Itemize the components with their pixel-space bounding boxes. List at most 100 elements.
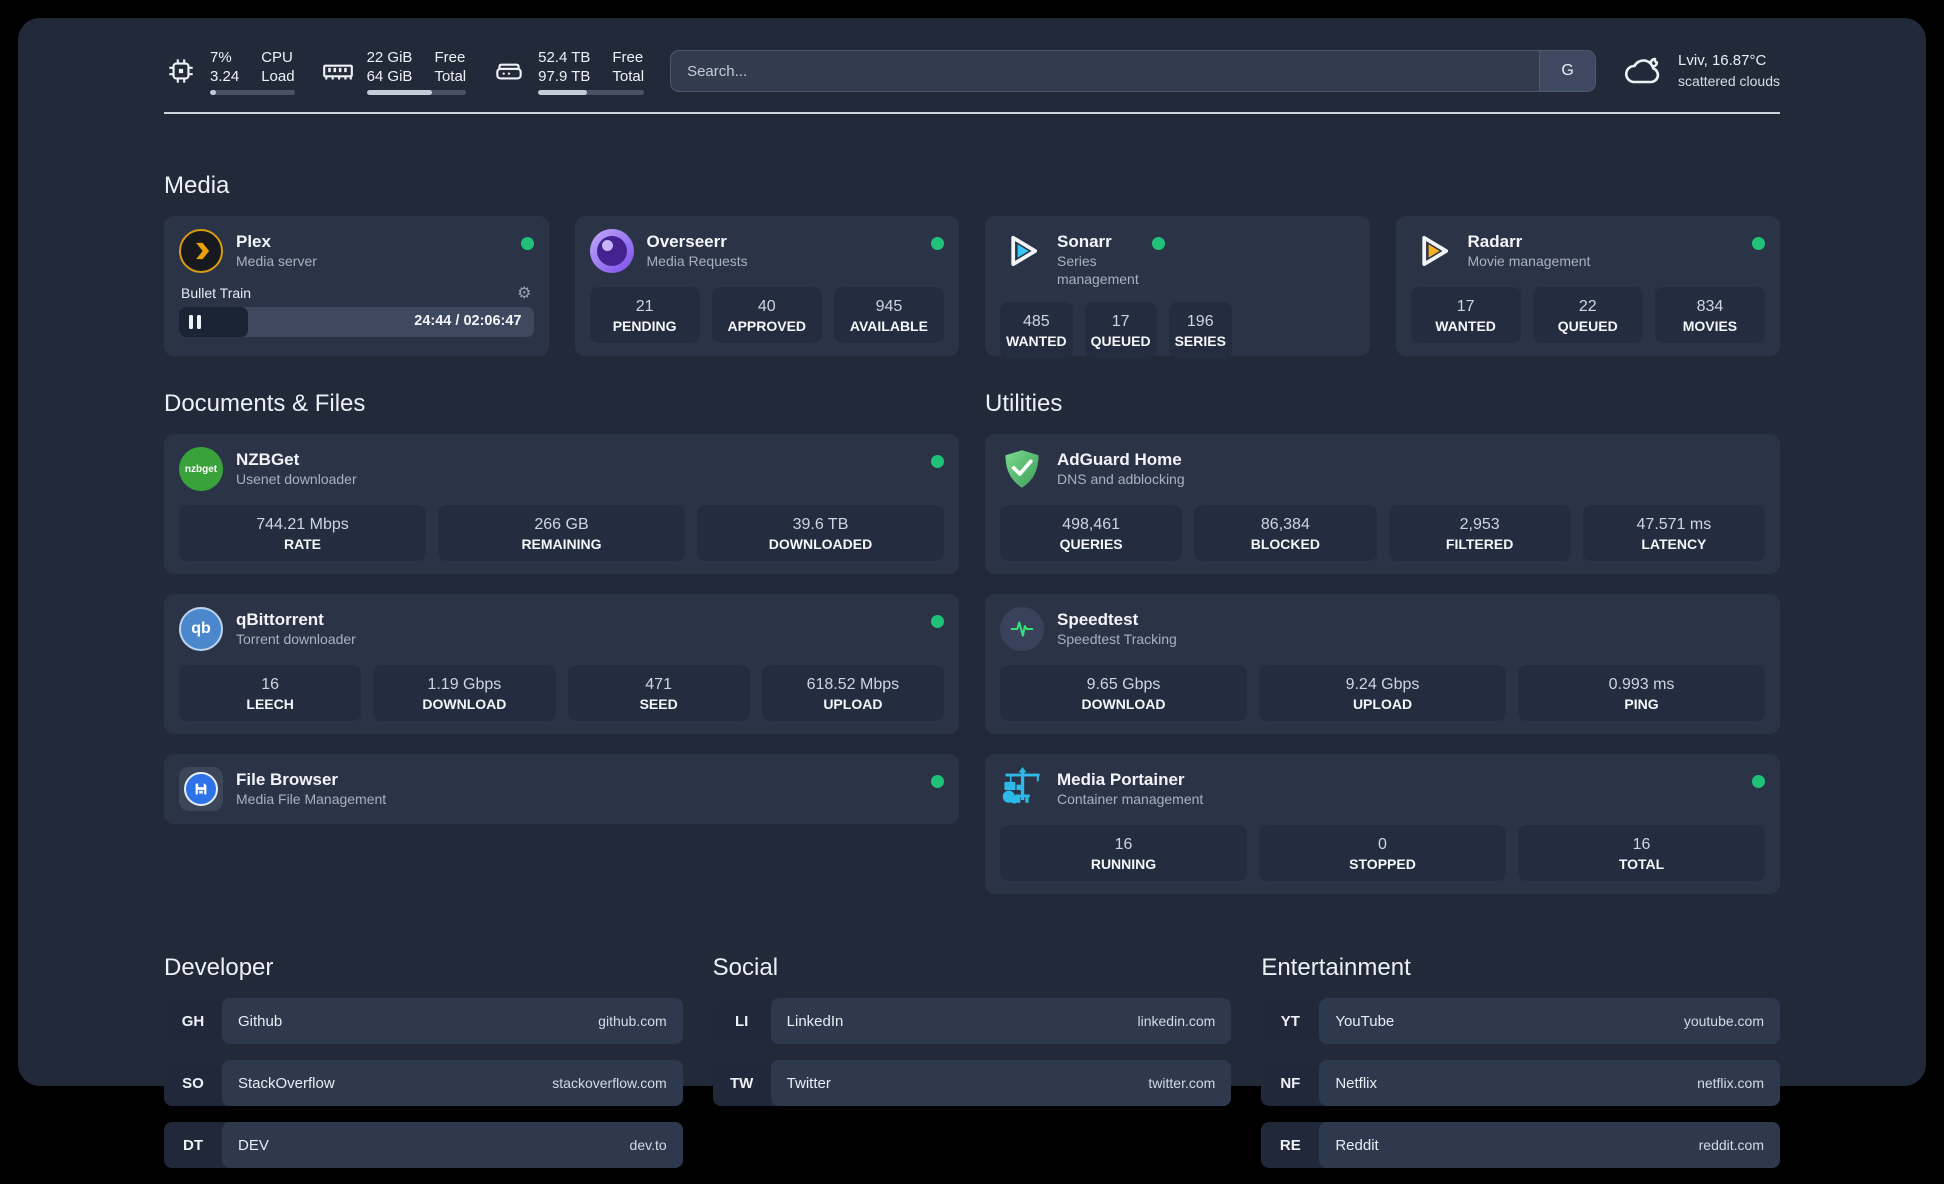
stat-running: 16 RUNNING [1000, 825, 1247, 881]
stat-blocked: 86,384 BLOCKED [1194, 505, 1376, 561]
card-sonarr[interactable]: Sonarr Series management 485 WANTED 17 Q… [985, 216, 1370, 356]
bookmark-reddit[interactable]: RE Reddit reddit.com [1261, 1122, 1780, 1168]
portainer-icon [1000, 767, 1044, 811]
bookmark-name: Github [238, 1013, 282, 1030]
bookmark-domain: reddit.com [1699, 1137, 1764, 1153]
bookmark-domain: github.com [598, 1013, 666, 1029]
stat-wanted: 17 WANTED [1411, 287, 1521, 343]
section-title-developer: Developer [164, 954, 683, 982]
card-plex[interactable]: Plex Media server Bullet Train ⚙ 24:44 /… [164, 216, 549, 356]
status-indicator [1152, 237, 1165, 250]
cpu-label: CPU [261, 48, 294, 67]
qbittorrent-icon: qb [179, 607, 223, 651]
bookmark-dev[interactable]: DT DEV dev.to [164, 1122, 683, 1168]
bookmark-name: DEV [238, 1137, 269, 1154]
section-title-documents: Documents & Files [164, 390, 959, 418]
bookmark-name: YouTube [1335, 1013, 1394, 1030]
player-settings-icon[interactable]: ⚙ [517, 285, 531, 301]
stat-stopped: 0 STOPPED [1259, 825, 1506, 881]
stat-seed: 471 SEED [568, 665, 750, 721]
stat-download: 1.19 Gbps DOWNLOAD [373, 665, 555, 721]
card-qbittorrent[interactable]: qb qBittorrent Torrent downloader 16 LEE… [164, 594, 959, 734]
bookmark-abbr: NF [1261, 1060, 1319, 1106]
bookmark-linkedin[interactable]: LI LinkedIn linkedin.com [713, 998, 1232, 1044]
stat-filtered: 2,953 FILTERED [1389, 505, 1571, 561]
overseerr-icon [590, 229, 634, 273]
service-name: NZBGet [236, 449, 918, 470]
memory-free-value: 22 GiB [367, 48, 413, 67]
weather-condition: scattered clouds [1678, 71, 1780, 91]
section-media: Media Plex Media server Bullet Train [164, 172, 1780, 356]
disk-total-label: Total [612, 67, 644, 86]
stat-movies: 834 MOVIES [1655, 287, 1765, 343]
bookmark-youtube[interactable]: YT YouTube youtube.com [1261, 998, 1780, 1044]
playback-progress-bar[interactable]: 24:44 / 02:06:47 [179, 307, 534, 337]
stat-latency: 47.571 ms LATENCY [1583, 505, 1765, 561]
now-playing-title: Bullet Train [181, 285, 251, 301]
sonarr-icon [1000, 229, 1044, 273]
stat-ping: 0.993 ms PING [1518, 665, 1765, 721]
service-name: Plex [236, 231, 508, 252]
card-nzbget[interactable]: nzbget NZBGet Usenet downloader 744.21 M… [164, 434, 959, 574]
disk-free-value: 52.4 TB [538, 48, 590, 67]
bookmark-abbr: SO [164, 1060, 222, 1106]
card-radarr[interactable]: Radarr Movie management 17 WANTED 22 QUE… [1396, 216, 1781, 356]
stat-queued: 17 QUEUED [1085, 302, 1157, 358]
radarr-icon [1411, 229, 1455, 273]
bookmark-domain: twitter.com [1148, 1075, 1215, 1091]
nzbget-icon: nzbget [179, 447, 223, 491]
weather-location-temp: Lviv, 16.87°C [1678, 51, 1780, 71]
card-overseerr[interactable]: Overseerr Media Requests 21 PENDING 40 A… [575, 216, 960, 356]
disk-total-value: 97.9 TB [538, 67, 590, 86]
service-name: Radarr [1468, 231, 1740, 252]
status-indicator [1752, 775, 1765, 788]
pause-icon[interactable] [189, 315, 201, 329]
disk-progress-fill [538, 90, 587, 95]
card-filebrowser[interactable]: File Browser Media File Management [164, 754, 959, 824]
service-desc: Usenet downloader [236, 470, 918, 488]
section-title-entertainment: Entertainment [1261, 954, 1780, 982]
memory-icon [321, 54, 355, 88]
card-adguard[interactable]: AdGuard Home DNS and adblocking 498,461 … [985, 434, 1780, 574]
top-bar: 7% 3.24 CPU Load [164, 44, 1780, 98]
bookmark-domain: youtube.com [1684, 1013, 1764, 1029]
search-engine-button[interactable]: G [1539, 51, 1595, 91]
memory-widget: 22 GiB 64 GiB Free Total [321, 48, 467, 95]
card-speedtest[interactable]: Speedtest Speedtest Tracking 9.65 Gbps D… [985, 594, 1780, 734]
cpu-icon [164, 54, 198, 88]
section-utilities: Utilities [985, 390, 1780, 894]
status-indicator [931, 237, 944, 250]
cpu-progress-bar [210, 90, 295, 95]
search-input[interactable] [671, 51, 1539, 91]
bookmark-name: Reddit [1335, 1137, 1378, 1154]
service-desc: Movie management [1468, 252, 1740, 270]
plex-now-playing: Bullet Train ⚙ 24:44 / 02:06:47 [179, 283, 534, 337]
bookmark-twitter[interactable]: TW Twitter twitter.com [713, 1060, 1232, 1106]
filebrowser-icon [179, 767, 223, 811]
memory-free-label: Free [434, 48, 466, 67]
card-portainer[interactable]: Media Portainer Container management 16 … [985, 754, 1780, 894]
bookmark-abbr: YT [1261, 998, 1319, 1044]
bookmark-domain: linkedin.com [1138, 1013, 1216, 1029]
service-name: Sonarr [1057, 231, 1139, 252]
status-indicator [1752, 237, 1765, 250]
stat-download: 9.65 Gbps DOWNLOAD [1000, 665, 1247, 721]
section-social: Social LI LinkedIn linkedin.com TW Twitt… [713, 954, 1232, 1184]
stat-leech: 16 LEECH [179, 665, 361, 721]
cpu-progress-fill [210, 90, 216, 95]
bookmark-github[interactable]: GH Github github.com [164, 998, 683, 1044]
speedtest-icon [1000, 607, 1044, 651]
status-indicator [521, 237, 534, 250]
bookmark-stackoverflow[interactable]: SO StackOverflow stackoverflow.com [164, 1060, 683, 1106]
service-name: Overseerr [647, 231, 919, 252]
service-desc: Container management [1057, 790, 1739, 808]
stat-upload: 9.24 Gbps UPLOAD [1259, 665, 1506, 721]
disk-icon [492, 54, 526, 88]
cpu-percent: 7% [210, 48, 239, 67]
service-name: File Browser [236, 769, 918, 790]
bookmark-abbr: GH [164, 998, 222, 1044]
bookmark-netflix[interactable]: NF Netflix netflix.com [1261, 1060, 1780, 1106]
plex-icon [179, 229, 223, 273]
section-title-utilities: Utilities [985, 390, 1780, 418]
bookmark-abbr: DT [164, 1122, 222, 1168]
